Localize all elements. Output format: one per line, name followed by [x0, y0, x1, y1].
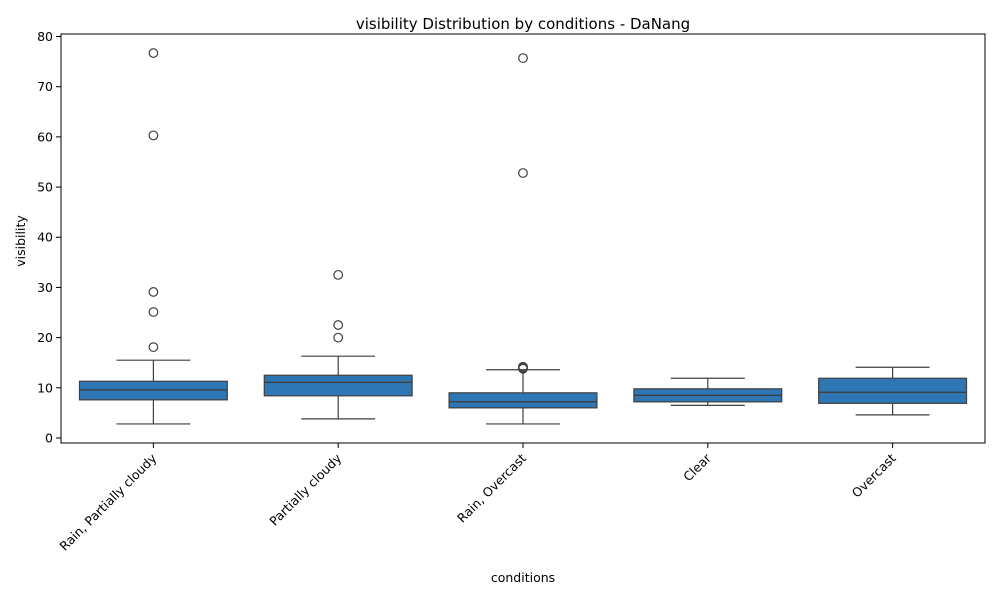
outlier-point	[518, 53, 528, 63]
x-axis: Rain, Partially cloudy Partially cloudy Ra…	[56, 443, 899, 554]
box-iqr	[818, 377, 968, 404]
y-tick-label: 40	[37, 230, 53, 245]
box-group	[263, 269, 413, 420]
y-axis-label: visibility	[13, 215, 28, 267]
box-group	[633, 377, 783, 406]
outlier-point	[333, 332, 344, 343]
box-group	[818, 366, 968, 416]
plot-area	[60, 33, 986, 444]
y-tick-label: 50	[37, 180, 53, 195]
x-tick-label: Clear	[680, 450, 714, 484]
box-iqr	[78, 380, 228, 401]
outlier-point	[148, 48, 159, 58]
y-tick-label: 80	[37, 29, 53, 44]
x-tick-label: Overcast	[849, 450, 899, 500]
outlier-point	[333, 320, 344, 330]
chart-title: visibility Distribution by conditions - …	[356, 15, 690, 33]
y-tick-label: 0	[45, 430, 53, 445]
outlier-point	[518, 168, 528, 178]
box-iqr	[448, 392, 598, 409]
x-tick-label: Partially cloudy	[266, 450, 344, 528]
box-group	[448, 53, 598, 425]
outlier-point	[148, 307, 159, 317]
y-tick-label: 20	[37, 330, 53, 345]
x-axis-label: conditions	[491, 570, 555, 585]
outlier-point	[518, 361, 528, 372]
x-tick-label: Rain, Overcast	[454, 450, 529, 525]
x-tick-label: Rain, Partially cloudy	[56, 450, 160, 554]
y-tick-label: 10	[37, 380, 53, 395]
outlier-point	[148, 287, 159, 297]
y-tick-label: 70	[37, 79, 53, 94]
outlier-point	[148, 130, 159, 141]
y-tick-label: 30	[37, 280, 53, 295]
y-tick-label: 60	[37, 129, 53, 144]
box-group	[78, 48, 228, 425]
outlier-point	[333, 269, 344, 280]
box-iqr	[263, 374, 413, 397]
outlier-point	[148, 342, 159, 353]
y-axis: 0 10 20 30 40 50 60 70 80	[37, 29, 61, 445]
